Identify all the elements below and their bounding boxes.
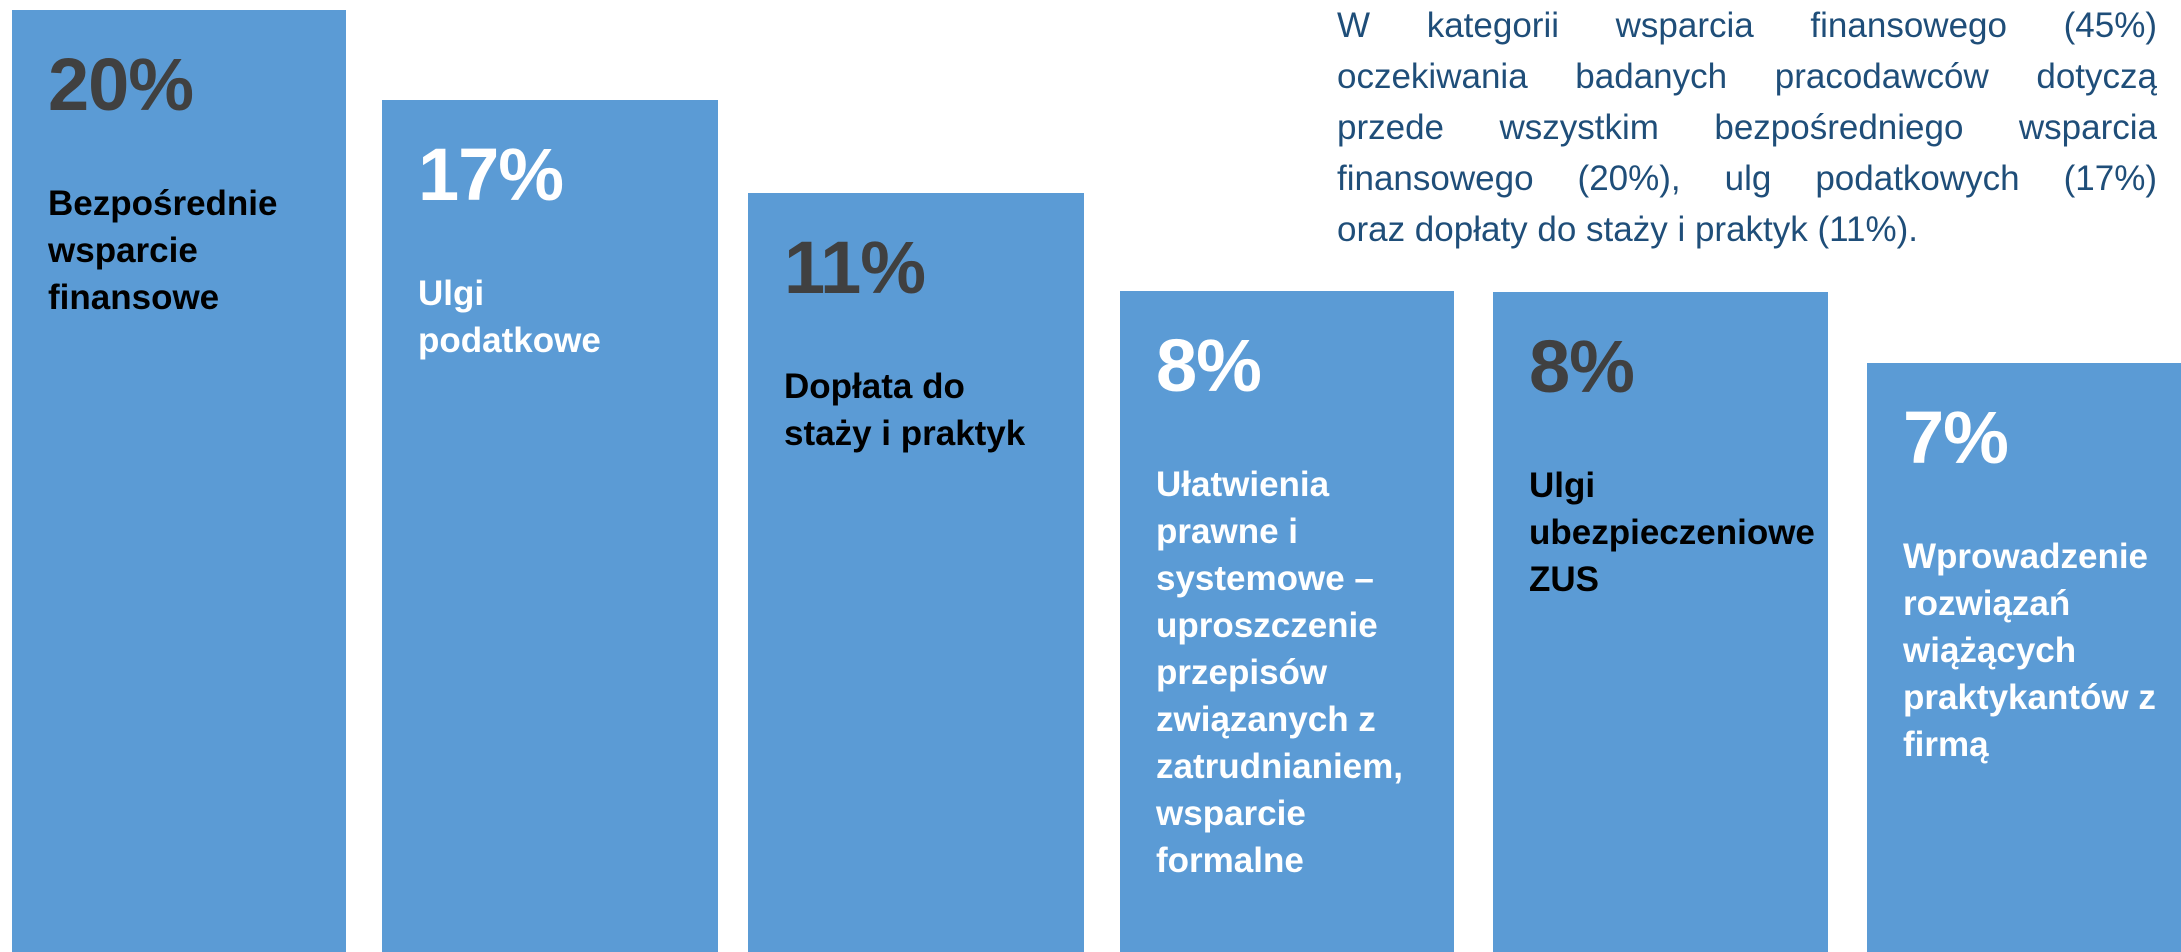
description: W kategorii wsparcia finansowego (45%) oc…: [1337, 0, 2157, 255]
bar: 17% Ulgi podatkowe: [382, 100, 718, 952]
bar-label-line: uproszczenie: [1156, 606, 1378, 645]
bar-label: Bezpośrednie wsparcie finansowe: [48, 180, 278, 321]
bar-label-line: Ulgi: [1529, 466, 1596, 505]
bar-value: 11%: [784, 226, 926, 309]
bar-label-line: Wprowadzenie: [1903, 537, 2149, 576]
paragraph-line: oraz dopłaty do staży i praktyk (11%).: [1337, 210, 1918, 249]
bar-label-line: praktykantów z: [1903, 678, 2156, 717]
bar-label-line: ZUS: [1529, 560, 1599, 599]
bar: 7% Wprowadzenie rozwiązań wiążących praktyka…: [1867, 363, 2181, 952]
bar-label: Ulgi podatkowe: [418, 270, 601, 364]
bar-label-line: Dopłata do: [784, 367, 965, 406]
bar-label-line: finansowe: [48, 278, 220, 317]
bar-value: 7%: [1903, 396, 2009, 479]
bar-label-line: ubezpieczeniowe: [1529, 513, 1815, 552]
bar-label-line: podatkowe: [418, 321, 601, 360]
bar: 20% Bezpośrednie wsparcie finansowe: [12, 10, 346, 952]
bar-value: 20%: [48, 43, 194, 126]
bar-label: Dopłata do staży i praktyk: [784, 363, 1025, 457]
bar-label-line: prawne i: [1156, 512, 1298, 551]
bar: 8% Ułatwienia prawne i systemowe – uproszcze…: [1120, 291, 1454, 952]
paragraph-line: przede wszystkim bezpośredniego wsparcia: [1337, 108, 2157, 147]
bar-label: Wprowadzenie rozwiązań wiążących praktykant…: [1903, 533, 2156, 768]
paragraph-line: oczekiwania badanych pracodawców dotyczą: [1337, 57, 2157, 96]
bar-label-line: wsparcie: [48, 231, 198, 270]
bar-label-line: Bezpośrednie: [48, 184, 278, 223]
bar: 8% Ulgi ubezpieczeniowe ZUS: [1493, 292, 1828, 952]
bar: 11% Dopłata do staży i praktyk: [748, 193, 1084, 952]
bar-value: 8%: [1156, 324, 1262, 407]
bar-label-line: zatrudnianiem,: [1156, 747, 1403, 786]
bar-label-line: wiążących: [1903, 631, 2077, 670]
bar-label-line: firmą: [1903, 725, 1989, 764]
bar-label-line: systemowe –: [1156, 559, 1374, 598]
bar-label: Ulgi ubezpieczeniowe ZUS: [1529, 462, 1815, 603]
bar-label-line: formalne: [1156, 841, 1304, 880]
bar-label-line: przepisów: [1156, 653, 1328, 692]
bar-label-line: staży i praktyk: [784, 414, 1026, 453]
bar-label: Ułatwienia prawne i systemowe – uproszczeni…: [1156, 461, 1403, 884]
bar-label-line: rozwiązań: [1903, 584, 2071, 623]
paragraph-line: W kategorii wsparcia finansowego (45%): [1337, 6, 2157, 45]
bar-label-line: Ulgi: [418, 274, 485, 313]
bar-label-line: Ułatwienia: [1156, 465, 1330, 504]
paragraph-line: finansowego (20%), ulg podatkowych (17%): [1337, 159, 2157, 198]
bar-value: 17%: [418, 133, 564, 216]
bar-value: 8%: [1529, 325, 1635, 408]
bar-label-line: związanych z: [1156, 700, 1376, 739]
bar-label-line: wsparcie: [1156, 794, 1306, 833]
